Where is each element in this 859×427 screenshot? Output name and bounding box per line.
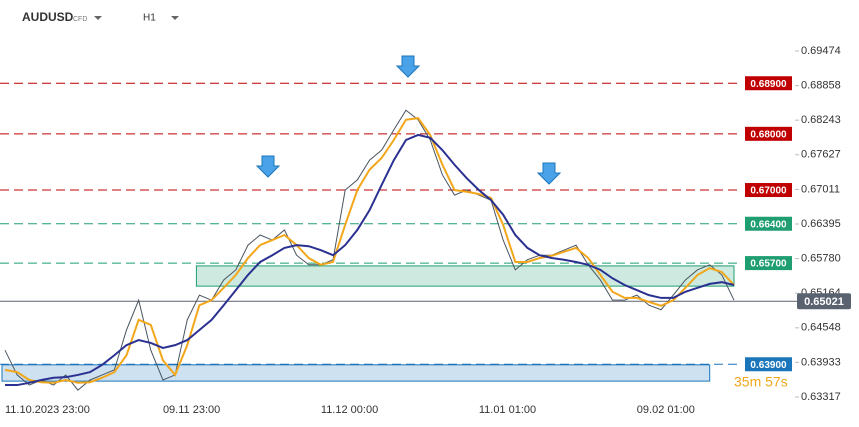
y-tick-label: 0.64548 — [801, 322, 841, 334]
y-tick-label: 0.63317 — [801, 391, 841, 403]
level-label: 0.67000 — [750, 186, 787, 197]
series-line — [4, 117, 735, 384]
level-label: 0.68000 — [750, 129, 787, 140]
level-badge — [745, 256, 792, 271]
y-tick-label: 0.67627 — [801, 149, 841, 161]
countdown: 35m 57s — [734, 374, 788, 390]
level-badge — [745, 216, 792, 231]
series-line — [4, 109, 735, 391]
dropdown[interactable] — [171, 16, 179, 20]
arrows — [255, 55, 562, 185]
series-line — [5, 133, 735, 387]
y-tick-label: 0.65780 — [801, 252, 841, 264]
zone — [1, 364, 711, 382]
level-badge — [745, 126, 792, 141]
current-price-badge — [797, 293, 851, 310]
plot-area: 0.68900 0.68000 0.67000 0.66400 0.65700 0.639… — [0, 45, 851, 416]
y-tick-label: 0.68243 — [801, 114, 841, 126]
level-label: 0.63900 — [750, 360, 787, 371]
current-price-label: 0.65021 — [804, 296, 844, 308]
arrow — [395, 55, 421, 78]
x-tick-label: 11.10.2023 23:00 — [5, 404, 90, 416]
level-label: 0.65700 — [750, 259, 787, 270]
symbol[interactable]: AUDUSD — [22, 10, 74, 24]
badge: CFD — [73, 16, 87, 23]
x-tick-label: 09.11 23:00 — [163, 404, 220, 416]
arrow — [255, 155, 281, 178]
y-tick-label: 0.69474 — [801, 45, 841, 57]
y-tick-label: 0.68858 — [801, 80, 841, 92]
level-badge — [745, 357, 792, 372]
x-tick-label: 09.02 01:00 — [637, 404, 695, 416]
x-tick-label: 11.01 01:00 — [479, 404, 536, 416]
level-label: 0.68900 — [750, 79, 787, 90]
y-tick-label: 0.63933 — [801, 356, 841, 368]
dropdown[interactable] — [94, 16, 102, 20]
timeframe[interactable]: H1 — [143, 13, 156, 24]
arrow — [536, 162, 562, 185]
y-tick-label: 0.66395 — [801, 218, 841, 230]
level-badge — [745, 76, 792, 91]
level-label: 0.66400 — [750, 219, 787, 230]
y-tick-label: 0.67011 — [801, 183, 840, 195]
level-badge — [745, 183, 792, 198]
zone — [195, 265, 735, 287]
x-tick-label: 11.12 00:00 — [321, 404, 378, 416]
